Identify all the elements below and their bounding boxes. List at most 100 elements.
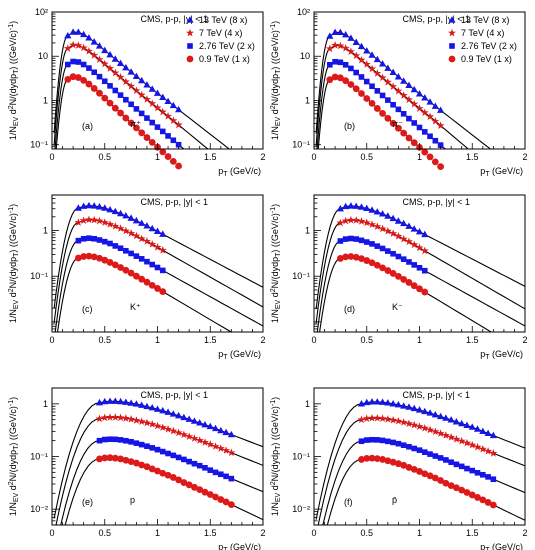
data-point [410, 85, 418, 93]
data-point [218, 471, 224, 478]
data-point [84, 47, 93, 55]
y-tick-label: 10⁻¹ [30, 452, 48, 462]
x-tick-label: 1.5 [204, 335, 217, 345]
x-tick-label: 2 [260, 152, 265, 162]
data-point [431, 117, 440, 125]
data-point [404, 419, 413, 428]
data-point [101, 204, 109, 211]
data-point [159, 448, 166, 455]
x-tick-label: 0.5 [98, 152, 111, 162]
x-axis: 0 0.5 1 1.5 2 pT (GeV/c) [49, 519, 266, 550]
data-point [400, 110, 407, 117]
data-point [79, 43, 88, 52]
data-point [378, 398, 387, 405]
legend: 13 TeV (8 x) 7 TeV (4 x) 2.76 TeV (2 x) 0.9… [448, 15, 517, 64]
data-point [212, 493, 219, 501]
data-point [84, 215, 93, 224]
data-point [202, 465, 208, 471]
data-point [63, 44, 72, 52]
data-point [127, 269, 135, 277]
data-point [196, 486, 204, 494]
legend-marker [449, 43, 455, 49]
data-point [341, 43, 350, 52]
data-point [353, 69, 359, 76]
data-point [148, 99, 157, 107]
data-point [373, 455, 381, 463]
data-point [159, 93, 167, 101]
data-point [394, 232, 403, 240]
y-tick-label: 10⁻¹ [30, 140, 48, 150]
fit-curve [315, 219, 525, 324]
data-point [352, 85, 360, 93]
data-point [169, 116, 178, 125]
data-point [142, 95, 151, 103]
fit-curve [53, 219, 263, 324]
y-tick-label: 1 [43, 95, 48, 105]
data-point [346, 47, 355, 56]
legend-marker [186, 16, 194, 23]
data-point [383, 77, 392, 86]
data-point [373, 222, 382, 230]
data-point [148, 281, 156, 289]
data-point [432, 453, 439, 459]
series-1 [74, 201, 167, 237]
data-point [112, 436, 119, 443]
data-point [378, 414, 387, 422]
data-point [348, 65, 354, 72]
data-point [415, 227, 424, 235]
data-point [154, 124, 161, 130]
data-point [101, 397, 109, 405]
data-point [363, 204, 371, 212]
x-tick-label: 2 [260, 335, 265, 345]
data-point [384, 399, 392, 406]
data-point [165, 450, 171, 457]
data-point [400, 442, 407, 448]
x-tick-label: 2 [522, 528, 527, 538]
data-point [132, 416, 141, 424]
data-point [410, 139, 418, 147]
data-point [148, 240, 157, 248]
data-point [352, 216, 361, 224]
data-point [468, 491, 476, 499]
data-point [331, 28, 339, 36]
data-point [175, 454, 182, 461]
particle-label: p [130, 495, 135, 505]
data-point [480, 471, 486, 478]
data-point [400, 461, 408, 469]
data-point [389, 458, 397, 466]
data-point [122, 398, 130, 405]
data-point [357, 203, 366, 210]
data-point [436, 121, 445, 130]
data-point [143, 81, 151, 88]
data-point [489, 449, 498, 457]
y-axis: 10⁻² 10⁻¹ 1 [30, 387, 59, 526]
data-point [154, 264, 161, 271]
data-point [107, 83, 113, 89]
data-point [123, 96, 129, 103]
legend-label: 13 TeV (8 x) [199, 15, 247, 25]
y-tick-label: 10 [38, 51, 48, 61]
data-point [69, 40, 78, 49]
data-point [137, 90, 146, 99]
data-point [186, 458, 192, 465]
data-point [464, 465, 470, 472]
data-point [405, 464, 413, 471]
data-point [175, 162, 183, 170]
data-point [416, 285, 423, 293]
data-point [347, 34, 355, 41]
data-point [144, 115, 150, 121]
data-point [336, 204, 344, 212]
x-tick-label: 0.5 [360, 152, 373, 162]
data-point [374, 437, 381, 443]
data-point [385, 248, 391, 254]
data-point [222, 498, 230, 506]
data-point [342, 253, 350, 261]
y-tick-label: 10⁻¹ [30, 271, 48, 281]
data-point [399, 234, 408, 243]
data-point [153, 89, 162, 96]
data-point [133, 272, 140, 280]
chart-panel-1: 0 0.5 1 1.5 2 pT (GeV/c) 10⁻¹ 1 10 10² 1/NEV d2N/(… [8, 7, 266, 178]
x-tick-label: 1 [155, 335, 160, 345]
data-point [100, 59, 109, 68]
